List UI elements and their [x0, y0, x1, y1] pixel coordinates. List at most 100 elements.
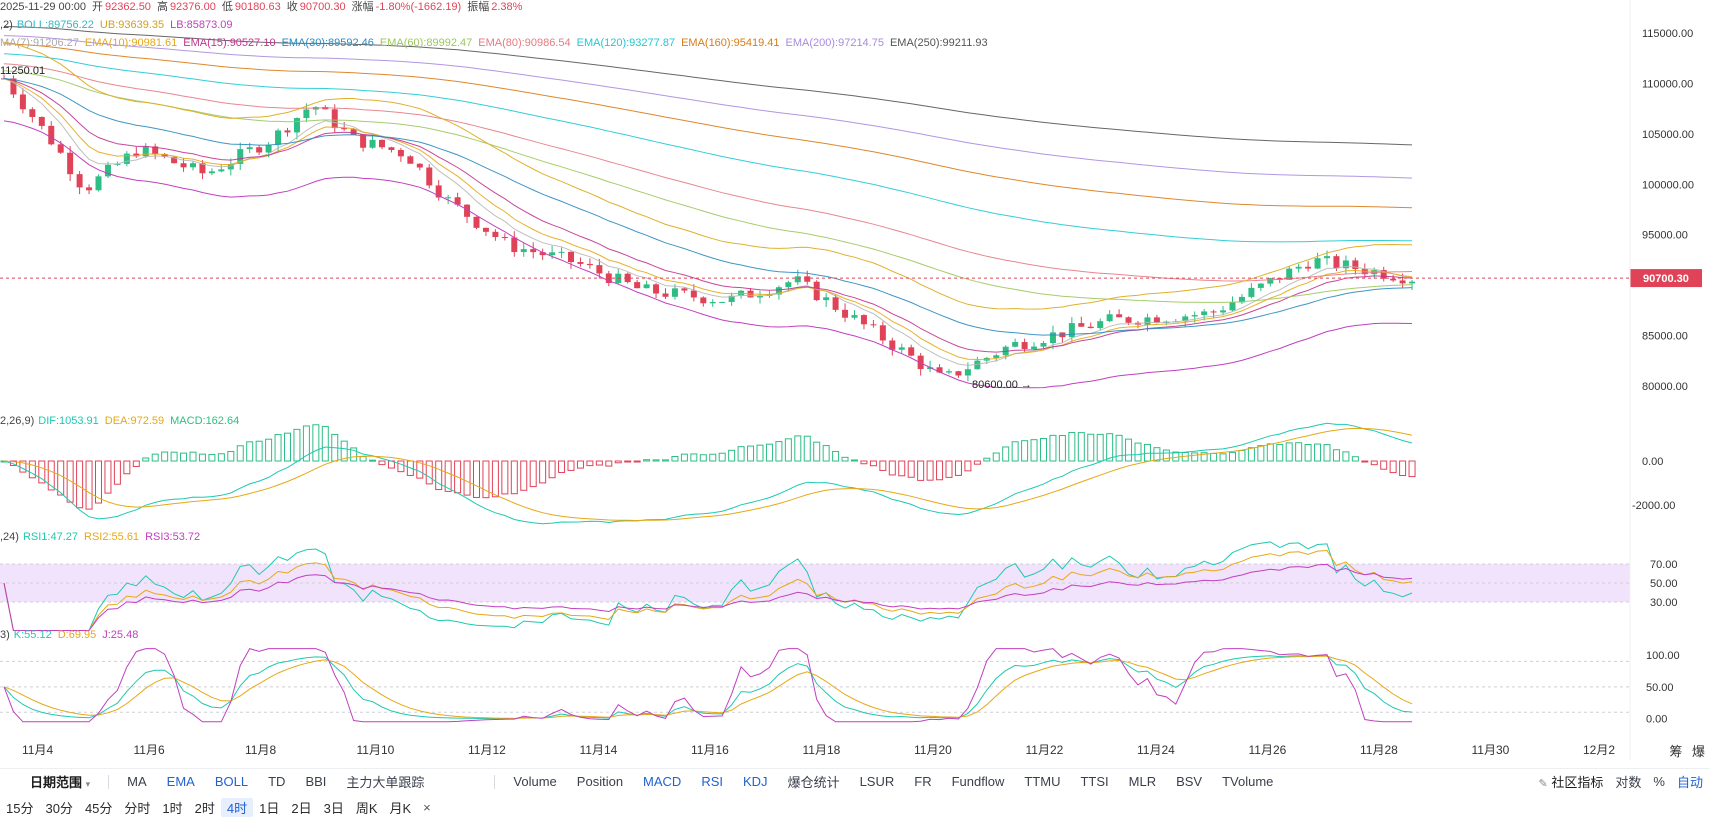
macd-bar: [463, 460, 471, 496]
macd-bar: [1068, 431, 1076, 462]
macd-bar: [1408, 460, 1416, 478]
log-scale-toggle[interactable]: 对数: [1615, 774, 1642, 790]
tf-3d[interactable]: 3日: [323, 800, 344, 816]
candlestick-chart[interactable]: 115000.00 110000.00 105000.00 100000.00 9500…: [0, 0, 1709, 760]
candle: [303, 109, 310, 119]
candle: [152, 146, 159, 154]
sub-indicator-liquidation[interactable]: 爆仓统计: [787, 775, 840, 790]
main-indicator-td[interactable]: TD: [268, 774, 286, 789]
candle: [1409, 281, 1416, 284]
ohlc-date: 2025-11-29 00:00: [0, 1, 87, 13]
sub-indicator-rsi[interactable]: RSI: [701, 774, 723, 789]
main-indicator-large-orders[interactable]: 主力大单跟踪: [346, 775, 425, 790]
macd-bar: [813, 441, 821, 462]
macd-bar: [728, 449, 736, 462]
macd-bar: [473, 460, 480, 498]
macd-bar: [1389, 460, 1397, 474]
candle: [95, 176, 102, 191]
price-axis-label: 110000.00: [1642, 78, 1693, 90]
candle: [511, 237, 518, 253]
percent-scale-toggle[interactable]: %: [1653, 773, 1665, 789]
date-range-button[interactable]: 日期范围 ▾: [20, 772, 100, 791]
candle: [265, 144, 272, 153]
candle: [643, 284, 650, 289]
price-axis-label: 95000.00: [1642, 230, 1688, 242]
macd-bar: [1257, 445, 1265, 462]
ohlc-low: 90180.63: [234, 1, 281, 13]
close-icon[interactable]: ×: [423, 799, 431, 815]
candle: [237, 149, 244, 164]
candle: [180, 163, 187, 168]
auto-scale-toggle[interactable]: 自动: [1676, 774, 1703, 790]
candle: [1238, 296, 1245, 303]
candle: [898, 347, 905, 350]
sub-indicator-fundflow[interactable]: Fundflow: [951, 774, 1005, 789]
ema-line: [3, 63, 1413, 282]
macd-bar: [775, 441, 783, 462]
price-axis-label: 105000.00: [1642, 129, 1694, 141]
macd-bar: [274, 434, 282, 462]
sub-indicator-tvolume[interactable]: TVolume: [1222, 774, 1274, 789]
candle: [142, 146, 149, 157]
candle: [549, 252, 556, 256]
macd-bar: [1380, 460, 1388, 470]
candle: [464, 204, 471, 217]
macd-bar: [765, 443, 773, 462]
candle: [388, 147, 395, 151]
sub-indicator-ttmu[interactable]: TTMU: [1024, 774, 1061, 789]
candle: [653, 284, 660, 294]
tf-2h[interactable]: 2时: [194, 800, 215, 816]
candle: [662, 293, 669, 297]
ema30-value: EMA(30):89592.46: [281, 37, 374, 49]
tf-1d[interactable]: 1日: [259, 800, 280, 816]
macd-bar: [378, 460, 386, 466]
macd-bar: [737, 446, 745, 462]
sub-indicator-ttsi[interactable]: TTSI: [1080, 774, 1109, 789]
macd-bar: [1040, 437, 1047, 462]
tf-15m[interactable]: 15分: [6, 800, 34, 816]
candle: [482, 227, 489, 232]
sub-indicator-kdj[interactable]: KDJ: [743, 774, 768, 789]
date-axis-label: 11月26: [1249, 743, 1287, 757]
chart-area[interactable]: 115000.00 110000.00 105000.00 100000.00 9500…: [0, 0, 1709, 760]
tf-45m[interactable]: 45分: [84, 800, 113, 816]
sub-indicator-volume[interactable]: Volume: [513, 774, 557, 789]
tf-30m[interactable]: 30分: [45, 800, 73, 816]
tf-1h[interactable]: 1时: [162, 800, 183, 816]
ema-line: [3, 78, 1413, 353]
candle: [955, 371, 962, 376]
macd-bar: [1342, 451, 1350, 462]
macd-bar: [548, 460, 556, 479]
candle: [577, 262, 584, 264]
community-indicators-button[interactable]: ✎ 社区指标: [1533, 772, 1610, 791]
main-indicator-bbi[interactable]: BBI: [305, 774, 327, 789]
sub-indicator-macd[interactable]: MACD: [643, 774, 682, 789]
macd-prefix: 2,26,9): [0, 415, 35, 427]
macd-bar: [425, 460, 433, 485]
tf-week[interactable]: 周K: [355, 800, 378, 816]
macd-bar: [1295, 442, 1303, 462]
sub-indicator-fr[interactable]: FR: [914, 774, 932, 789]
main-indicator-boll[interactable]: BOLL: [214, 774, 249, 789]
boll-lb-line: [3, 120, 1413, 389]
liquidation-button[interactable]: 爆: [1691, 744, 1705, 759]
macd-bar: [1332, 449, 1340, 462]
sub-indicator-bsv[interactable]: BSV: [1176, 774, 1203, 789]
candle: [879, 325, 886, 341]
candle: [785, 282, 792, 288]
candle: [634, 282, 641, 289]
tf-month[interactable]: 月K: [389, 800, 412, 816]
sub-indicator-lsur[interactable]: LSUR: [859, 774, 895, 789]
moving-averages-group: [3, 26, 1413, 366]
ema80-value: EMA(80):90986.54: [478, 37, 571, 49]
rsi-band: [0, 564, 1630, 602]
tf-4h[interactable]: 4时: [220, 797, 254, 817]
sub-indicator-mlr[interactable]: MLR: [1128, 774, 1157, 789]
candle: [860, 315, 867, 325]
tf-2d[interactable]: 2日: [291, 800, 312, 816]
sub-indicator-position[interactable]: Position: [576, 774, 624, 789]
main-indicator-ma[interactable]: MA: [127, 774, 147, 789]
main-indicator-ema[interactable]: EMA: [166, 774, 195, 789]
tf-time-share[interactable]: 分时: [124, 800, 151, 816]
chip-distribution-button[interactable]: 筹: [1669, 744, 1683, 759]
